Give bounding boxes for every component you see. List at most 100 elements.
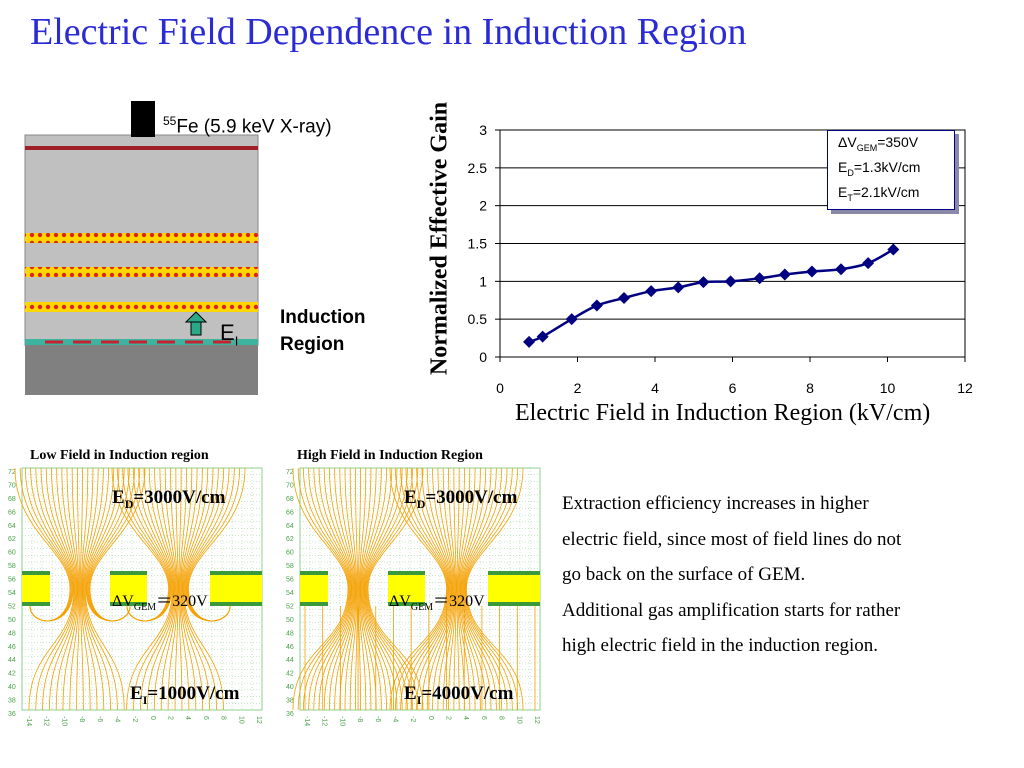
low-field-title: Low Field in Induction region	[30, 448, 209, 463]
field-x-tick-label: 4	[184, 716, 191, 720]
field-x-tick-label: 2	[445, 716, 452, 720]
data-point	[862, 257, 875, 270]
gem-foil-2	[25, 267, 258, 277]
high-ei-label: EI=4000V/cm	[404, 683, 514, 707]
induction-region-label: Induction Region	[280, 307, 366, 355]
chart-y-label: Normalized Effective Gain	[426, 101, 453, 376]
field-y-tick-label: 66	[286, 509, 294, 516]
field-x-tick-label: -4	[391, 716, 398, 722]
x-tick-label: 10	[880, 380, 896, 396]
field-y-tick-label: 38	[286, 698, 294, 705]
field-y-tick-label: 44	[8, 657, 16, 664]
field-y-tick-label: 60	[8, 550, 16, 557]
gem-electrode	[22, 571, 50, 606]
data-point	[565, 313, 578, 326]
field-x-tick-label: -10	[338, 716, 345, 726]
x-tick-label: 12	[957, 380, 973, 396]
data-point	[645, 285, 658, 298]
low-vgem-label: ΔVGEM＝320V	[112, 593, 208, 614]
field-x-tick-label: -14	[303, 716, 310, 726]
y-tick-label: 0	[479, 349, 487, 365]
field-x-tick-label: 6	[202, 716, 209, 720]
field-y-tick-label: 38	[8, 698, 16, 705]
field-y-tick-label: 42	[8, 671, 16, 678]
field-y-tick-label: 40	[8, 684, 16, 691]
field-y-tick-label: 62	[8, 536, 16, 543]
data-point	[887, 243, 900, 256]
field-y-tick-label: 50	[8, 617, 16, 624]
field-y-tick-label: 50	[286, 617, 294, 624]
field-y-tick-label: 68	[286, 496, 294, 503]
field-x-tick-label: -6	[96, 716, 103, 722]
bottom-board	[25, 345, 258, 395]
data-point	[536, 330, 549, 343]
field-x-tick-label: -8	[78, 716, 85, 722]
y-tick-label: 3	[479, 122, 487, 138]
field-y-tick-label: 42	[286, 671, 294, 678]
field-y-tick-label: 70	[286, 482, 294, 489]
field-x-tick-label: 0	[427, 716, 434, 720]
field-lines	[292, 467, 536, 711]
legend-entry: ED=1.3kV/cm	[838, 158, 921, 178]
field-y-tick-label: 64	[8, 523, 16, 530]
low-ed-label: ED=3000V/cm	[112, 487, 226, 511]
description-line: go back on the surface of GEM.	[562, 564, 806, 585]
data-point	[697, 276, 710, 289]
field-y-tick-label: 56	[8, 577, 16, 584]
field-x-tick-label: -2	[131, 716, 138, 722]
data-point	[523, 335, 536, 348]
description-line: electric field, since most of field line…	[562, 528, 902, 550]
field-lines	[14, 467, 246, 711]
field-y-tick-label: 72	[286, 469, 294, 476]
data-point	[835, 263, 847, 276]
high-ed-label: ED=3000V/cm	[404, 487, 518, 511]
source-label: 55Fe (5.9 keV X-ray)	[163, 114, 332, 138]
gem-foil-1	[25, 233, 258, 243]
field-y-tick-label: 52	[286, 603, 294, 610]
x-tick-label: 0	[496, 380, 504, 396]
y-tick-label: 1	[479, 273, 487, 289]
field-x-tick-label: 12	[533, 716, 540, 724]
field-y-tick-label: 46	[8, 644, 16, 651]
data-point	[753, 272, 766, 285]
gem-electrode	[110, 571, 147, 606]
data-point	[672, 281, 685, 294]
low-ei-label: EI=1000V/cm	[130, 683, 240, 707]
field-y-tick-label: 44	[286, 657, 294, 664]
low-field-map: 72706866646260585654525048464442403836-1…	[5, 465, 267, 727]
field-x-tick-label: 0	[149, 716, 156, 720]
field-x-tick-label: -2	[409, 716, 416, 722]
field-y-tick-label: 70	[8, 482, 16, 489]
field-y-tick-label: 36	[286, 711, 294, 718]
detector-diagram	[24, 101, 259, 395]
x-tick-label: 4	[651, 380, 659, 396]
high-field-map: 72706866646260585654525048464442403836-1…	[283, 465, 545, 727]
field-y-tick-label: 58	[8, 563, 16, 570]
y-tick-label: 2	[479, 198, 487, 214]
field-x-tick-label: 8	[498, 716, 505, 720]
data-point	[590, 299, 603, 312]
gem-electrode	[300, 571, 328, 606]
gem-electrode	[388, 571, 425, 606]
field-y-tick-label: 58	[286, 563, 294, 570]
description-line: Extraction efficiency increases in highe…	[562, 493, 869, 514]
description-text: Extraction efficiency increases in highe…	[562, 486, 1002, 664]
legend-entry: ΔVGEM=350V	[838, 134, 919, 153]
field-x-tick-label: 12	[255, 716, 262, 724]
field-x-tick-label: -12	[321, 716, 328, 726]
field-x-tick-label: 8	[220, 716, 227, 720]
field-y-tick-label: 66	[8, 509, 16, 516]
field-x-tick-label: -12	[43, 716, 50, 726]
field-x-tick-label: -6	[374, 716, 381, 722]
field-y-tick-label: 36	[8, 711, 16, 718]
field-x-tick-label: 2	[167, 716, 174, 720]
field-y-tick-label: 54	[286, 590, 294, 597]
data-point	[618, 291, 630, 304]
field-x-tick-label: 10	[237, 716, 244, 724]
high-field-title: High Field in Induction Region	[297, 448, 483, 463]
legend-entry: ET=2.1kV/cm	[838, 183, 920, 203]
field-y-tick-label: 56	[286, 577, 294, 584]
x-tick-label: 2	[574, 380, 582, 396]
description-line: Additional gas amplification starts for …	[562, 599, 901, 621]
field-y-tick-label: 72	[8, 469, 16, 476]
